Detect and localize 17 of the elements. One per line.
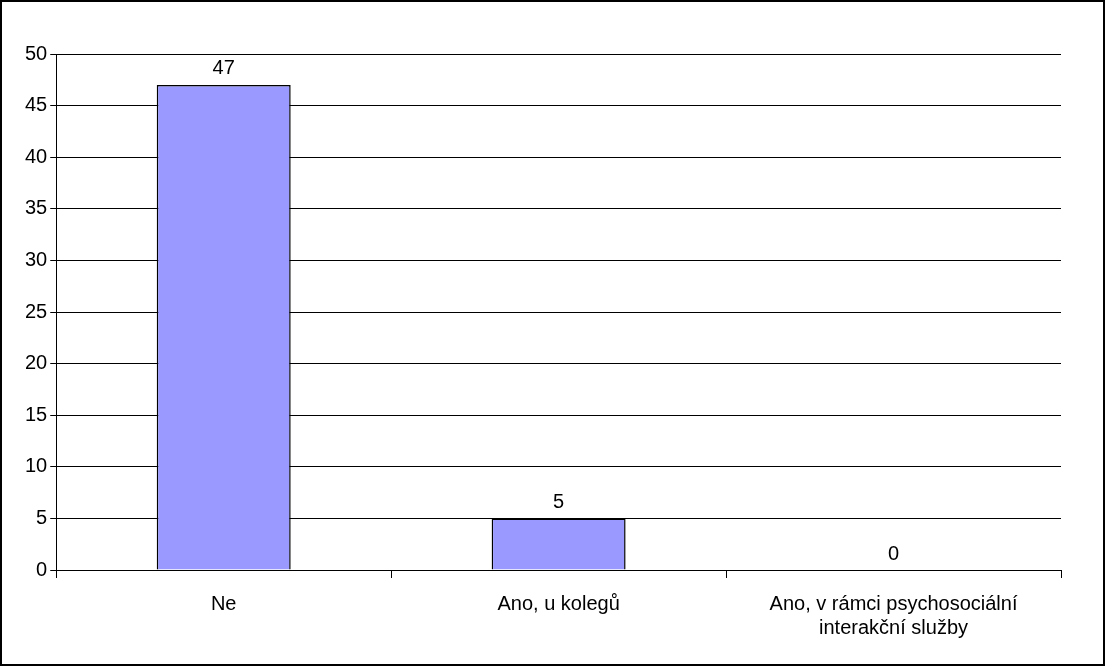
data-label: 0 — [887, 541, 900, 564]
y-tick-label: 10 — [25, 454, 48, 477]
x-tick-label: Ne — [210, 591, 237, 614]
x-tick-label: Ano, v rámci psychosociální interakční služby — [769, 591, 1018, 638]
data-label: 5 — [553, 489, 565, 512]
x-tick-label: Ano, u kolegů — [497, 591, 620, 614]
y-tick-label: 15 — [25, 402, 48, 425]
y-tick-label: 5 — [36, 505, 48, 528]
y-tick-label: 50 — [25, 41, 48, 64]
y-tick-label: 40 — [25, 144, 48, 167]
y-tick-label: 35 — [25, 196, 48, 219]
y-tick-label: 45 — [25, 93, 48, 116]
y-tick-label: 20 — [25, 351, 48, 374]
y-tick-label: 30 — [25, 247, 48, 270]
y-tick-label: 25 — [25, 299, 48, 322]
y-tick-label: 0 — [36, 557, 48, 580]
data-label: 47 — [212, 56, 235, 79]
